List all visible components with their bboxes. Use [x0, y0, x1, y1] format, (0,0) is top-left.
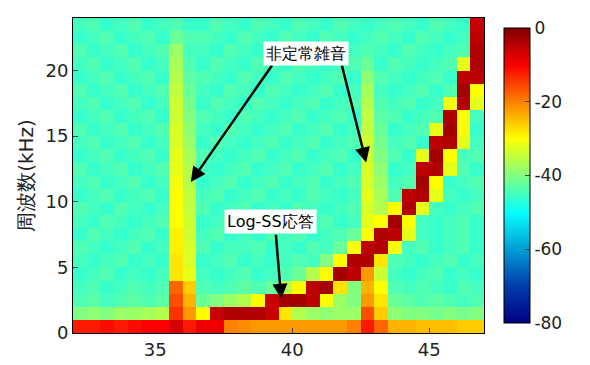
svg-text:0: 0: [57, 322, 68, 343]
svg-text:0: 0: [534, 18, 545, 38]
svg-text:周波数(kHz): 周波数(kHz): [14, 119, 38, 232]
svg-text:40: 40: [281, 339, 304, 360]
svg-text:15: 15: [45, 125, 68, 146]
svg-text:5: 5: [57, 257, 68, 278]
svg-text:35: 35: [144, 339, 167, 360]
svg-text:20: 20: [45, 60, 68, 81]
svg-text:10: 10: [45, 191, 68, 212]
svg-text:Log-SS応答: Log-SS応答: [227, 212, 314, 231]
svg-text:-20: -20: [534, 92, 562, 112]
svg-text:-80: -80: [534, 313, 562, 333]
svg-text:非定常雑音: 非定常雑音: [266, 44, 346, 63]
svg-text:-40: -40: [534, 165, 562, 185]
svg-text:-60: -60: [534, 239, 562, 259]
svg-text:45: 45: [418, 339, 441, 360]
